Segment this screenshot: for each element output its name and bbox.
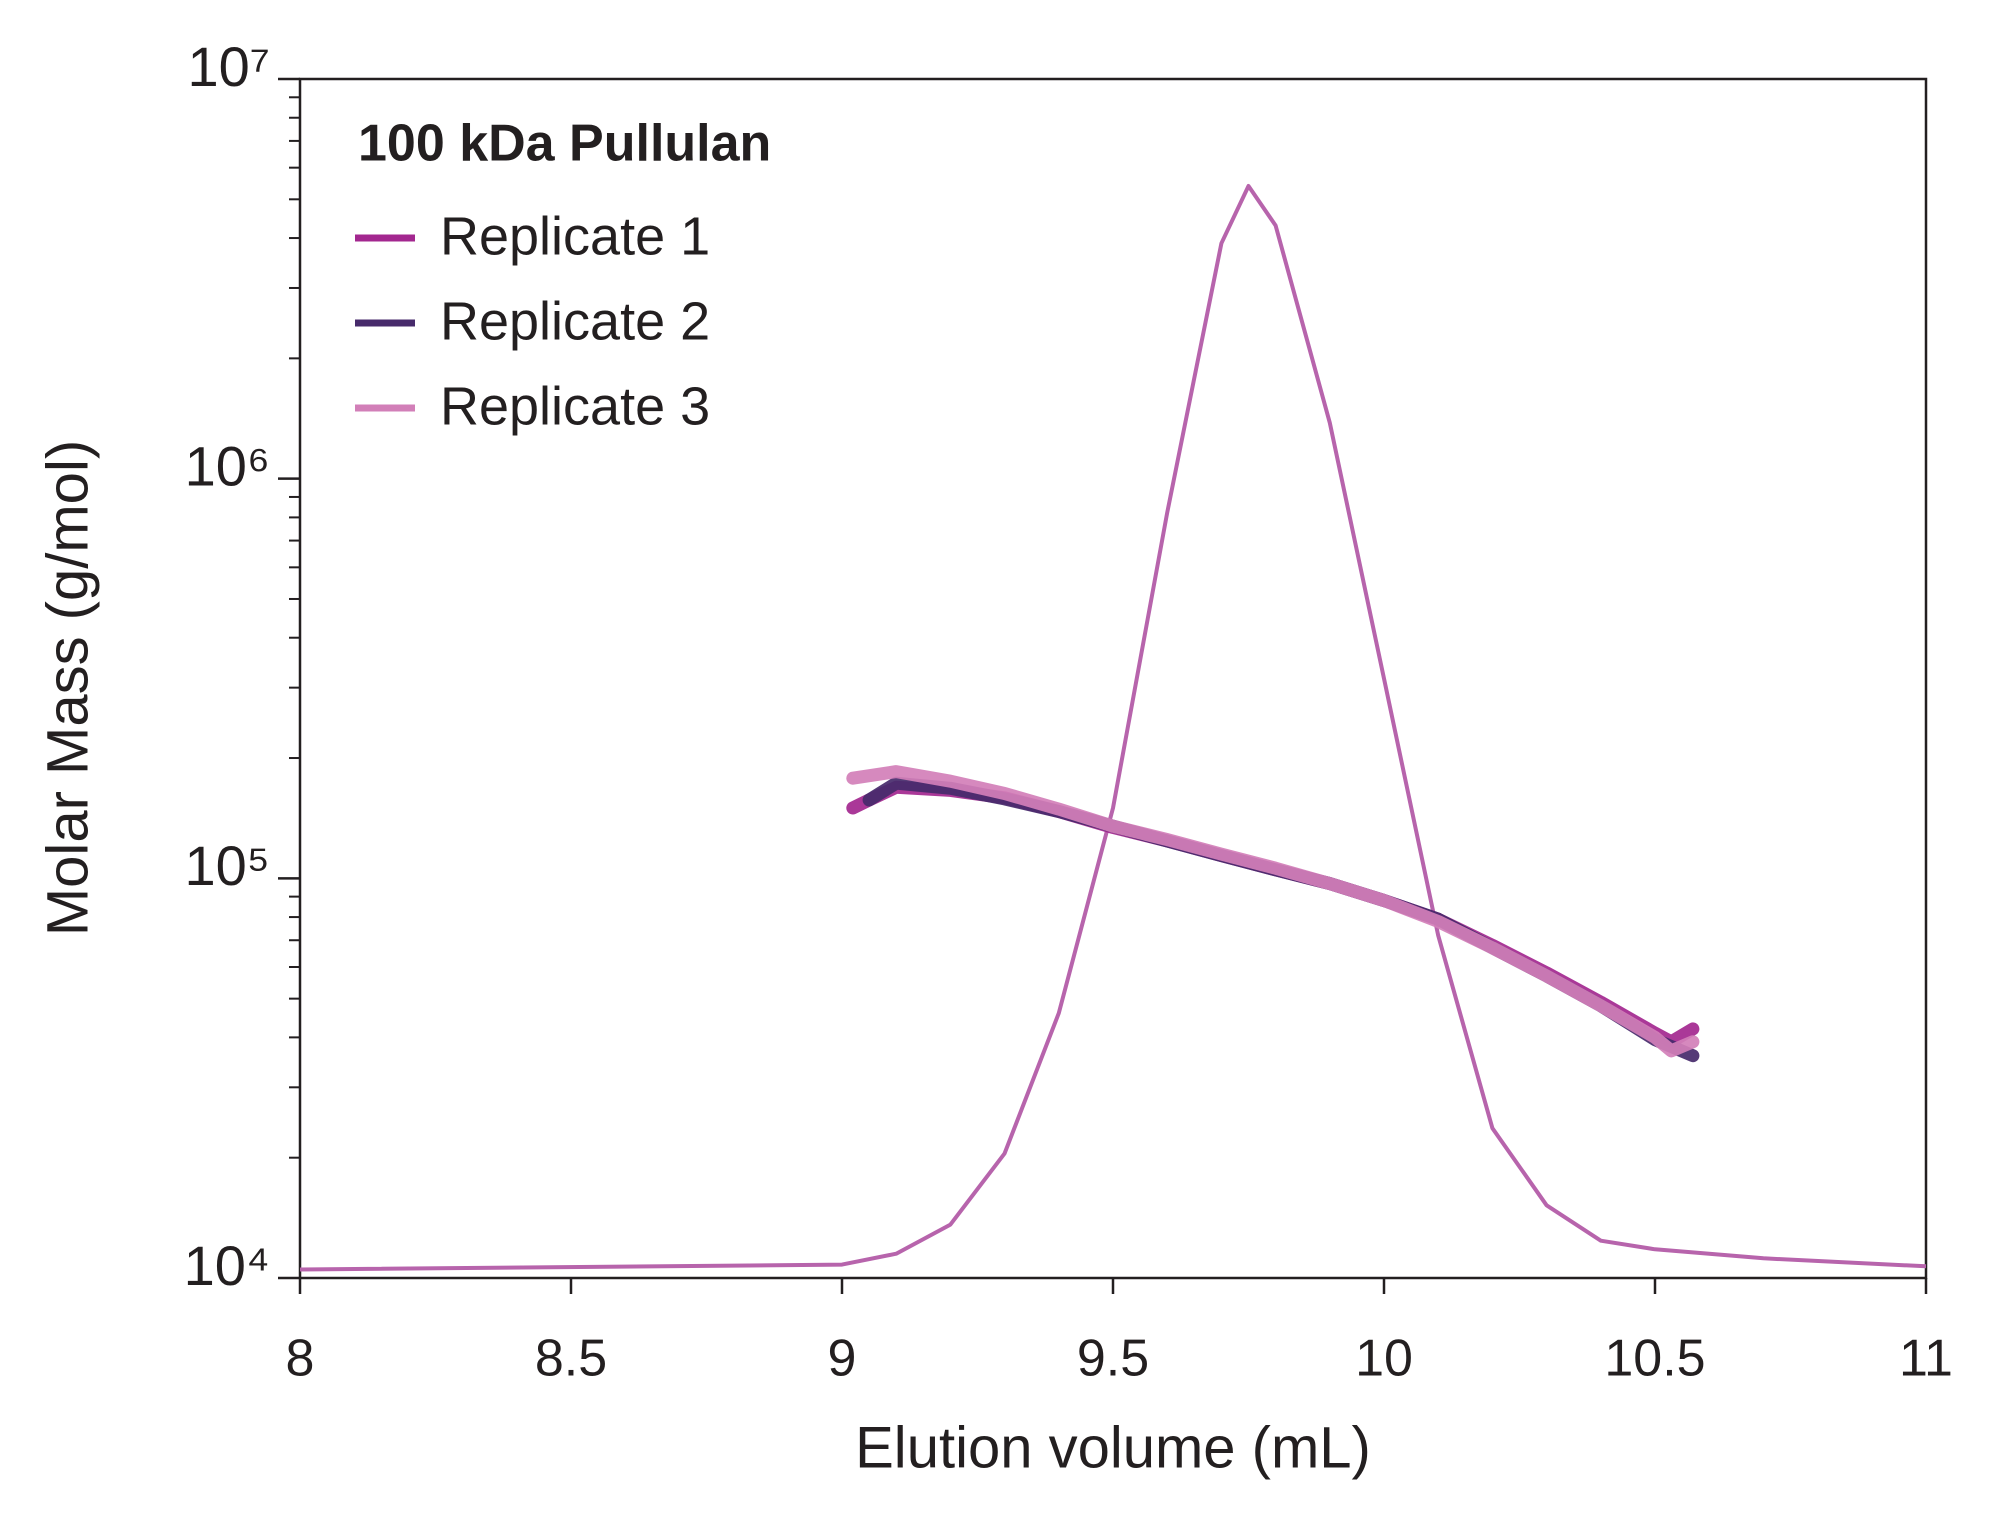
x-tick-label: 9: [828, 1330, 857, 1388]
x-tick-label: 8: [286, 1330, 315, 1388]
legend-label: Replicate 1: [440, 206, 710, 266]
legend-label: Replicate 2: [440, 291, 710, 351]
x-axis-title: Elution volume (mL): [855, 1415, 1371, 1480]
legend-label: Replicate 3: [440, 376, 710, 436]
x-tick-label: 10: [1355, 1330, 1413, 1388]
y-tick-label: 10⁷: [187, 35, 270, 98]
y-tick-label: 10⁶: [185, 434, 270, 497]
x-tick-label: 11: [1899, 1330, 1953, 1388]
y-axis-title: Molar Mass (g/mol): [35, 440, 100, 936]
x-tick-label: 8.5: [535, 1330, 607, 1388]
trace-line: [299, 184, 1927, 1272]
x-tick-label: 9.5: [1077, 1330, 1149, 1388]
series-line: [846, 780, 1700, 1049]
y-tick-label: 10⁵: [184, 834, 270, 897]
legend-title: 100 kDa Pullulan: [358, 115, 771, 173]
y-tick-label: 10⁴: [184, 1234, 270, 1297]
x-tick-label: 10.5: [1604, 1330, 1705, 1388]
series-line: [862, 776, 1700, 1063]
series-line: [846, 765, 1700, 1058]
